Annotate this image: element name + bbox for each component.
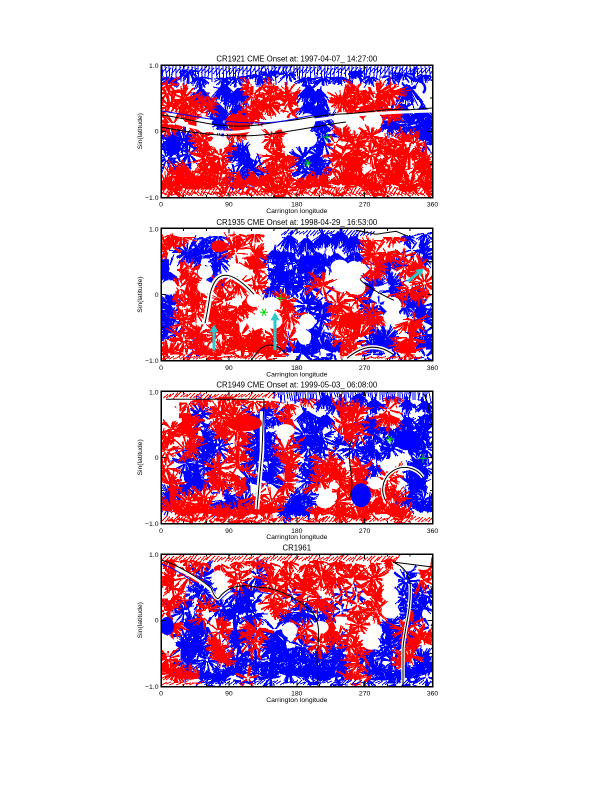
- svg-text:180: 180: [291, 528, 303, 535]
- svg-text:360: 360: [427, 365, 439, 372]
- svg-text:1.0: 1.0: [149, 389, 159, 396]
- svg-text:Sin(latitude): Sin(latitude): [137, 113, 144, 149]
- svg-text:0: 0: [155, 129, 159, 136]
- svg-text:−1.0: −1.0: [145, 521, 159, 528]
- svg-text:180: 180: [291, 202, 303, 209]
- svg-text:270: 270: [359, 691, 371, 698]
- svg-text:90: 90: [225, 528, 233, 535]
- svg-text:270: 270: [359, 202, 371, 209]
- svg-text:CR1935 CME Onset at: 1998-: CR1935 CME Onset at: 1998-04-29_ 16:53:0…: [216, 218, 377, 227]
- svg-text:Carrington longitude: Carrington longitude: [266, 697, 327, 704]
- svg-text:1.0: 1.0: [149, 552, 159, 559]
- svg-text:Carrington longitude: Carrington longitude: [266, 371, 327, 378]
- svg-text:0: 0: [159, 691, 163, 698]
- svg-text:0: 0: [155, 618, 159, 625]
- svg-text:90: 90: [225, 691, 233, 698]
- svg-text:Carrington longitude: Carrington longitude: [266, 534, 327, 541]
- svg-text:CR1921 CME Onset at: 1997-: CR1921 CME Onset at: 1997-04-07_ 14:27:0…: [216, 55, 377, 64]
- svg-text:Carrington longitude: Carrington longitude: [266, 208, 327, 215]
- svg-text:1.0: 1.0: [149, 63, 159, 70]
- svg-text:0: 0: [159, 202, 163, 209]
- svg-text:CR1949 CME Onset at: 1999-: CR1949 CME Onset at: 1999-05-03_ 06:08:0…: [216, 381, 377, 390]
- svg-text:1.0: 1.0: [149, 227, 159, 234]
- svg-text:180: 180: [291, 691, 303, 698]
- svg-text:Sin(latitude): Sin(latitude): [137, 602, 144, 638]
- svg-text:Sin(latitude): Sin(latitude): [137, 276, 144, 312]
- svg-text:270: 270: [359, 365, 371, 372]
- svg-text:360: 360: [427, 691, 439, 698]
- svg-text:0: 0: [155, 292, 159, 299]
- svg-text:0: 0: [159, 528, 163, 535]
- svg-text:0: 0: [155, 455, 159, 462]
- svg-text:−1.0: −1.0: [145, 195, 159, 202]
- svg-text:270: 270: [359, 528, 371, 535]
- svg-text:Sin(latitude): Sin(latitude): [137, 439, 144, 475]
- svg-text:90: 90: [225, 202, 233, 209]
- svg-text:180: 180: [291, 365, 303, 372]
- svg-text:−1.0: −1.0: [145, 358, 159, 365]
- svg-text:360: 360: [427, 202, 439, 209]
- svg-text:0: 0: [159, 365, 163, 372]
- svg-text:90: 90: [225, 365, 233, 372]
- svg-text:−1.0: −1.0: [145, 684, 159, 691]
- svg-text:360: 360: [427, 528, 439, 535]
- svg-text:CR1961: CR1961: [282, 544, 311, 553]
